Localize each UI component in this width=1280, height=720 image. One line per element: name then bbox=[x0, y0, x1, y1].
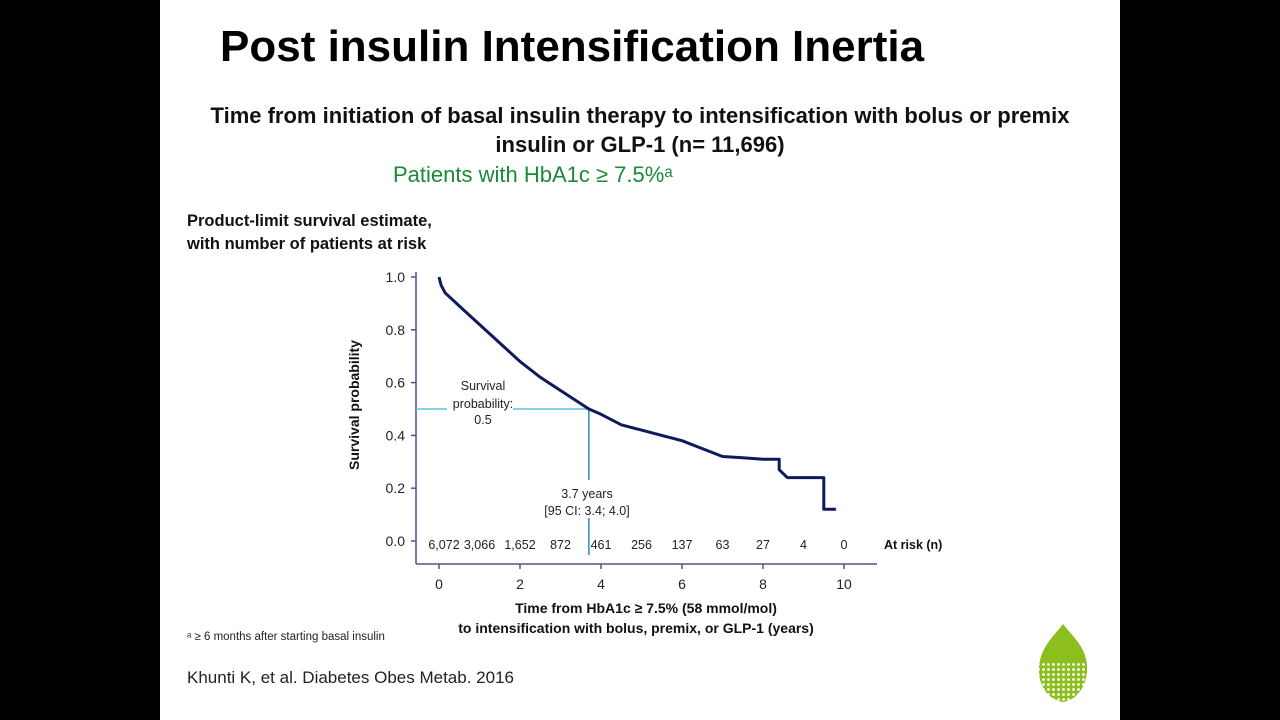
median-annotation-line-2: [95 CI: 3.4; 4.0] bbox=[544, 504, 629, 518]
at-risk-count: 256 bbox=[631, 538, 652, 552]
subtitle-line-1: Time from initiation of basal insulin th… bbox=[210, 103, 1070, 128]
footnote: ᵃ ≥ 6 months after starting basal insuli… bbox=[187, 631, 385, 643]
slide: Post insulin Intensification Inertia Tim… bbox=[160, 0, 1120, 720]
x-tick-label: 0 bbox=[435, 576, 443, 592]
y-tick-label: 0.0 bbox=[386, 533, 406, 549]
survival-annotation-line-1: Survival bbox=[461, 379, 505, 393]
at-risk-count: 137 bbox=[672, 538, 693, 552]
at-risk-count: 27 bbox=[756, 538, 770, 552]
survival-curve bbox=[437, 276, 836, 511]
slide-title: Post insulin Intensification Inertia bbox=[220, 22, 925, 71]
at-risk-count: 872 bbox=[550, 538, 571, 552]
leaf-logo-icon bbox=[1039, 624, 1088, 702]
population-label: Patients with HbA1c ≥ 7.5%ᵃ bbox=[393, 162, 673, 187]
slide-subtitle: Time from initiation of basal insulin th… bbox=[160, 101, 1120, 159]
x-tick-label: 10 bbox=[836, 576, 852, 592]
y-tick-label: 0.4 bbox=[386, 427, 406, 443]
x-tick-label: 8 bbox=[759, 576, 767, 592]
subtitle-line-2: insulin or GLP-1 (n= 11,696) bbox=[495, 132, 785, 157]
at-risk-count: 461 bbox=[591, 538, 612, 552]
x-tick-label: 4 bbox=[597, 576, 605, 592]
y-tick-label: 1.0 bbox=[386, 269, 406, 285]
x-axis-label-line-1: Time from HbA1c ≥ 7.5% (58 mmol/mol) bbox=[515, 600, 777, 616]
chart-heading: Product-limit survival estimate, with nu… bbox=[187, 210, 432, 256]
y-tick-label: 0.8 bbox=[386, 322, 406, 338]
survival-annotation-line-2: probability: bbox=[453, 397, 513, 411]
y-axis-label: Survival probability bbox=[346, 340, 362, 470]
chart-heading-line-1: Product-limit survival estimate, bbox=[187, 212, 432, 230]
y-tick-label: 0.6 bbox=[386, 375, 406, 391]
at-risk-label: At risk (n) bbox=[884, 538, 942, 552]
at-risk-count: 6,072 bbox=[428, 538, 459, 552]
chart-heading-line-2: with number of patients at risk bbox=[187, 235, 427, 253]
x-axis-label-line-2: to intensification with bolus, premix, o… bbox=[458, 620, 814, 636]
x-tick-label: 2 bbox=[516, 576, 524, 592]
median-annotation-line-1: 3.7 years bbox=[561, 487, 612, 501]
at-risk-count: 0 bbox=[841, 538, 848, 552]
at-risk-count: 1,652 bbox=[504, 538, 535, 552]
survival-annotation-line-3: 0.5 bbox=[474, 413, 491, 427]
x-tick-label: 6 bbox=[678, 576, 686, 592]
y-tick-label: 0.2 bbox=[386, 480, 406, 496]
at-risk-count: 4 bbox=[800, 538, 807, 552]
at-risk-count: 63 bbox=[716, 538, 730, 552]
at-risk-count: 3,066 bbox=[464, 538, 495, 552]
reference: Khunti K, et al. Diabetes Obes Metab. 20… bbox=[187, 668, 514, 687]
